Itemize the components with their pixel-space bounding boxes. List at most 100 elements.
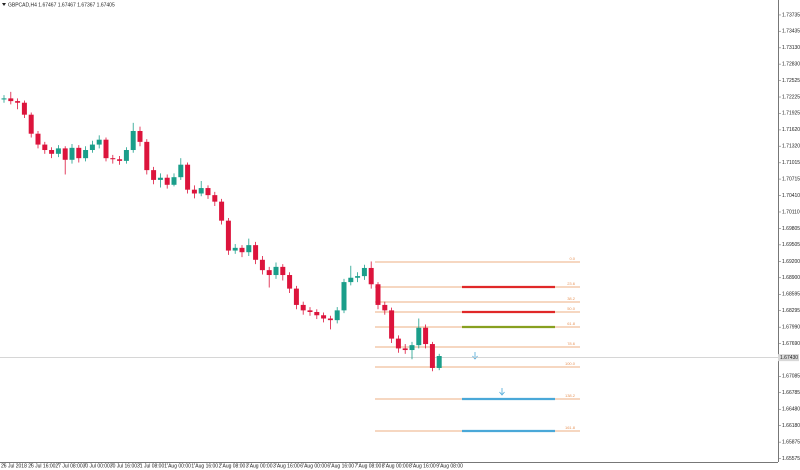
candle-body bbox=[178, 164, 184, 178]
candle-body bbox=[334, 310, 340, 321]
candle-body bbox=[382, 304, 388, 311]
candle-body bbox=[110, 158, 116, 160]
candle-body bbox=[389, 310, 395, 339]
candle-body bbox=[375, 284, 381, 305]
candle-body bbox=[117, 159, 123, 161]
candle-body bbox=[137, 130, 143, 142]
x-tick-label: 30 Jul 00:00 bbox=[83, 463, 110, 469]
candle-body bbox=[409, 345, 415, 351]
candle-body bbox=[321, 315, 327, 319]
candle-body bbox=[191, 189, 197, 194]
x-tick-label: 8 Aug 00:00 bbox=[382, 463, 409, 469]
y-tick-label: 1.69805 bbox=[782, 226, 800, 232]
x-tick-label: 26 Jul 2018 bbox=[1, 463, 27, 469]
candle-body bbox=[280, 266, 286, 276]
y-tick-label: 1.70410 bbox=[782, 193, 800, 199]
y-tick-label: 1.70110 bbox=[782, 209, 800, 215]
candle-body bbox=[212, 195, 218, 202]
candle-body bbox=[327, 318, 333, 321]
candle-body bbox=[205, 188, 211, 196]
candle-body bbox=[314, 311, 320, 316]
y-tick-label: 1.68595 bbox=[782, 292, 800, 298]
y-tick-label: 1.68295 bbox=[782, 308, 800, 314]
candle-body bbox=[341, 282, 347, 311]
y-tick-label: 1.67690 bbox=[782, 341, 800, 347]
candle-body bbox=[198, 188, 204, 194]
current-price-label: 1.67430 bbox=[780, 355, 798, 361]
candle-body bbox=[96, 139, 102, 145]
title-marker bbox=[2, 3, 6, 6]
candle-body bbox=[402, 348, 408, 351]
candle-body bbox=[42, 144, 48, 151]
candle-body bbox=[151, 170, 157, 180]
y-tick-label: 1.68900 bbox=[782, 275, 800, 281]
candle-body bbox=[144, 141, 150, 171]
x-tick-label: 8 Aug 16:00 bbox=[409, 463, 436, 469]
candle-body bbox=[171, 177, 177, 185]
fib-label: 50.0 bbox=[567, 306, 576, 311]
y-tick-label: 1.65575 bbox=[782, 456, 800, 462]
candle-body bbox=[123, 150, 129, 161]
candle-body bbox=[1, 98, 7, 100]
candle-body bbox=[185, 164, 191, 190]
y-tick-label: 1.70715 bbox=[782, 176, 800, 182]
x-tick-label: 27 Jul 08:00 bbox=[55, 463, 82, 469]
fib-label: 0.0 bbox=[569, 256, 575, 261]
candle-body bbox=[429, 344, 435, 368]
candle-body bbox=[423, 327, 429, 345]
y-tick-label: 1.66180 bbox=[782, 423, 800, 429]
arrow-1 bbox=[472, 352, 478, 360]
current-price-box bbox=[778, 354, 799, 362]
candle-body bbox=[219, 201, 225, 221]
candle-body bbox=[69, 147, 75, 160]
candle-body bbox=[246, 245, 252, 253]
candle-body bbox=[89, 144, 95, 151]
candle-body bbox=[62, 148, 68, 160]
y-tick-label: 1.69505 bbox=[782, 242, 800, 248]
candle-body bbox=[300, 304, 306, 311]
candle-body bbox=[164, 177, 170, 185]
candle-body bbox=[225, 220, 231, 251]
y-tick-label: 1.71015 bbox=[782, 160, 800, 166]
y-tick-label: 1.73130 bbox=[782, 45, 800, 51]
fib-label: 161.8 bbox=[565, 425, 576, 430]
candle-body bbox=[232, 247, 238, 251]
x-tick-label: 6 Aug 16:00 bbox=[327, 463, 354, 469]
candle-body bbox=[21, 102, 27, 115]
x-tick-label: 26 Jul 16:00 bbox=[28, 463, 55, 469]
y-tick-label: 1.71925 bbox=[782, 111, 800, 117]
fib-label: 23.6 bbox=[567, 281, 576, 286]
y-tick-label: 1.69200 bbox=[782, 259, 800, 265]
candle-body bbox=[8, 98, 14, 102]
x-tick-label: 6 Aug 00:00 bbox=[300, 463, 327, 469]
candle-body bbox=[35, 133, 41, 145]
candle-body bbox=[15, 101, 21, 103]
candle-body bbox=[436, 356, 442, 368]
candle-body bbox=[273, 266, 279, 276]
fib-label: 61.8 bbox=[567, 321, 576, 326]
candle-body bbox=[28, 114, 34, 134]
y-tick-label: 1.71320 bbox=[782, 144, 800, 150]
x-tick-label: 31 Jul 08:00 bbox=[137, 463, 164, 469]
candle-body bbox=[395, 338, 401, 349]
x-tick-label: 9 Aug 08:00 bbox=[436, 463, 463, 469]
candle-body bbox=[368, 267, 374, 285]
candle-body bbox=[49, 150, 55, 154]
fib-label: 38.2 bbox=[567, 296, 576, 301]
y-tick-label: 1.67085 bbox=[782, 374, 800, 380]
candle-body bbox=[239, 247, 245, 253]
y-tick-label: 1.73435 bbox=[782, 29, 800, 35]
candle-body bbox=[287, 275, 293, 289]
x-tick-label: 3 Aug 00:00 bbox=[246, 463, 273, 469]
candle-body bbox=[83, 150, 89, 159]
x-tick-label: 1 Aug 16:00 bbox=[191, 463, 218, 469]
fib-label: 100.0 bbox=[565, 361, 576, 366]
y-tick-label: 1.72830 bbox=[782, 61, 800, 67]
candle-body bbox=[307, 310, 313, 312]
candle-body bbox=[361, 267, 367, 277]
x-tick-label: 30 Jul 16:00 bbox=[110, 463, 137, 469]
x-tick-label: 2 Aug 08:00 bbox=[219, 463, 246, 469]
y-tick-label: 1.71620 bbox=[782, 127, 800, 133]
